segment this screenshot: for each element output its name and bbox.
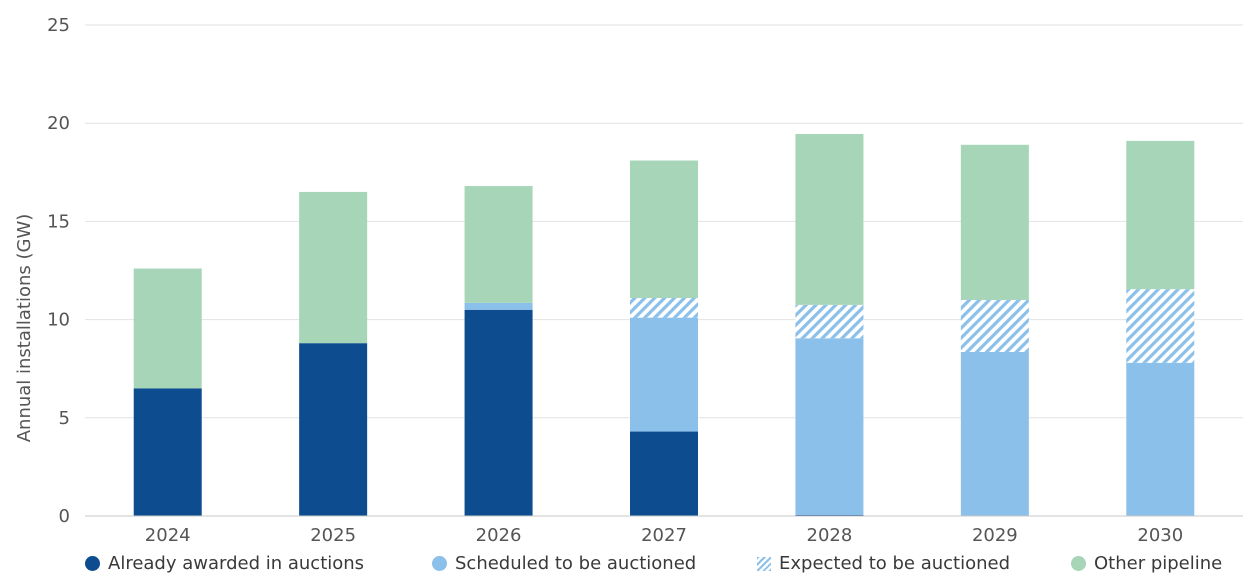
legend-swatch-expected (757, 556, 771, 571)
y-tick-label: 10 (47, 310, 70, 331)
bar-segment-scheduled-to-be-auctioned-2026 (464, 302, 533, 310)
x-tick-label: 2028 (807, 525, 853, 546)
bar-segment-other-pipeline-2027 (630, 160, 698, 298)
legend-label-expected: Expected to be auctioned (779, 553, 1011, 574)
y-tick-label: 15 (47, 211, 70, 232)
y-tick-label: 20 (47, 113, 70, 134)
bar-segment-already-awarded-in-auctions-2024 (133, 388, 202, 516)
bar-segment-expected-to-be-auctioned-2028 (795, 304, 864, 339)
bars (133, 134, 1195, 516)
bar-segment-expected-to-be-auctioned-2027 (630, 297, 698, 318)
x-tick-label: 2024 (145, 525, 191, 546)
bar-segment-other-pipeline-2024 (133, 268, 202, 389)
y-axis-title: Annual installations (GW) (14, 214, 35, 443)
legend: Already awarded in auctions Scheduled to… (0, 553, 1247, 577)
bar-segment-other-pipeline-2029 (960, 144, 1029, 300)
legend-label-already-awarded: Already awarded in auctions (108, 553, 365, 574)
legend-item-already-awarded: Already awarded in auctions (85, 553, 364, 574)
x-tick-label: 2030 (1137, 525, 1183, 546)
legend-swatch-other-pipeline (1071, 556, 1086, 571)
legend-label-scheduled: Scheduled to be auctioned (455, 553, 697, 574)
legend-label-other-pipeline: Other pipeline (1094, 553, 1223, 574)
y-axis-tick-labels: 0 5 10 15 20 25 (47, 15, 70, 527)
x-tick-label: 2029 (972, 525, 1018, 546)
y-tick-label: 5 (59, 408, 70, 429)
bar-segment-already-awarded-in-auctions-2026 (464, 309, 533, 516)
legend-swatch-already-awarded (85, 556, 100, 571)
bar-segment-already-awarded-in-auctions-2027 (630, 431, 698, 516)
bar-segment-scheduled-to-be-auctioned-2028 (795, 338, 864, 516)
legend-swatch-scheduled (432, 556, 447, 571)
x-tick-label: 2027 (641, 525, 687, 546)
bar-segment-scheduled-to-be-auctioned-2027 (630, 317, 698, 432)
x-tick-label: 2025 (310, 525, 356, 546)
bar-segment-other-pipeline-2028 (795, 134, 864, 305)
legend-item-expected: Expected to be auctioned (757, 553, 1010, 574)
bar-segment-scheduled-to-be-auctioned-2030 (1126, 362, 1195, 516)
bar-segment-other-pipeline-2026 (464, 186, 533, 303)
bar-segment-scheduled-to-be-auctioned-2029 (960, 352, 1029, 516)
bar-segment-other-pipeline-2025 (299, 191, 368, 344)
x-tick-label: 2026 (476, 525, 522, 546)
bar-segment-other-pipeline-2030 (1126, 140, 1195, 290)
legend-item-scheduled: Scheduled to be auctioned (432, 553, 696, 574)
bar-segment-expected-to-be-auctioned-2030 (1126, 289, 1195, 363)
x-axis-tick-labels: 2024 2025 2026 2027 2028 2029 2030 (145, 525, 1183, 546)
legend-item-other-pipeline: Other pipeline (1071, 553, 1222, 574)
y-tick-label: 0 (59, 506, 70, 527)
bar-segment-already-awarded-in-auctions-2025 (299, 343, 368, 516)
bar-segment-expected-to-be-auctioned-2029 (960, 299, 1029, 353)
y-tick-label: 25 (47, 15, 70, 36)
